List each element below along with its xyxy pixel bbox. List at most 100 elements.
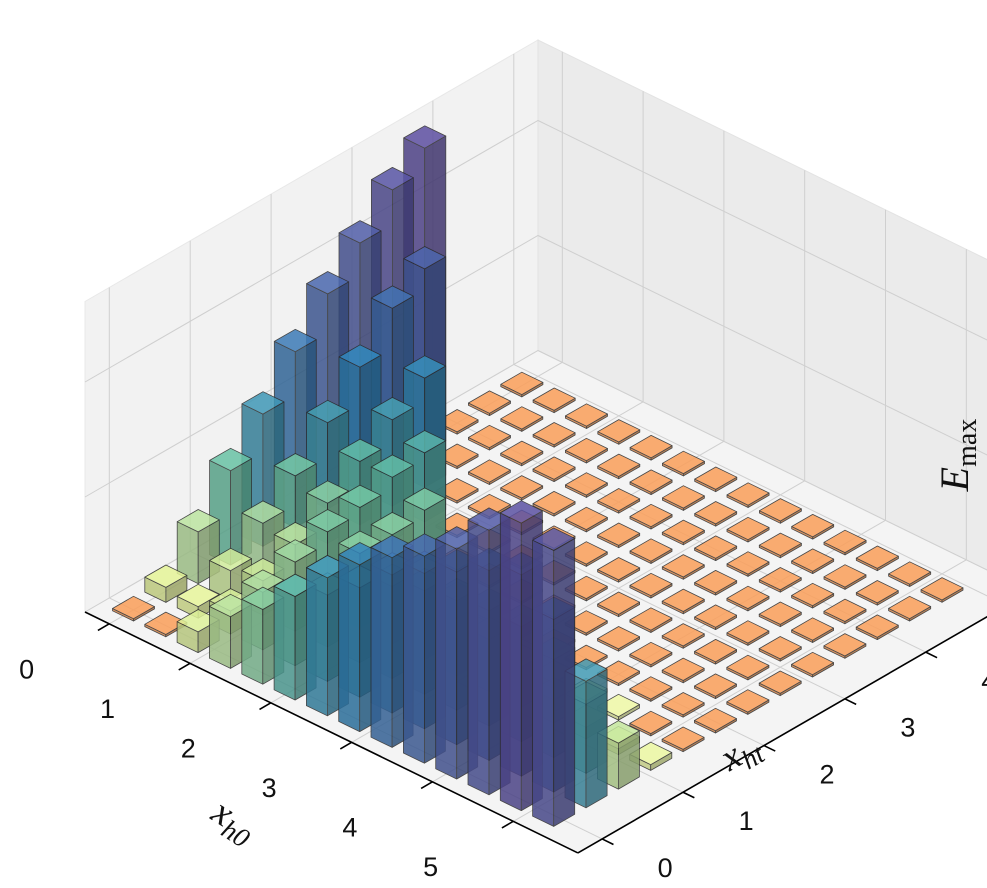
- bar-top-face: [499, 500, 543, 524]
- bar-front-face: [338, 554, 361, 732]
- bar-top-face: [467, 424, 511, 449]
- bar-top-face: [597, 693, 640, 718]
- y-tick-label: 1: [739, 806, 754, 836]
- x-tick-label: 1: [100, 694, 115, 724]
- bar-top-face: [597, 660, 640, 684]
- bar: [855, 545, 899, 572]
- bar: [888, 561, 932, 587]
- bar-top-face: [855, 614, 899, 638]
- bar-top-face: [370, 166, 414, 191]
- bar-front-face: [241, 598, 264, 685]
- bar-top-face: [694, 604, 737, 628]
- bar: [694, 466, 738, 493]
- bar: [500, 371, 544, 398]
- bar: [888, 595, 932, 622]
- bar-top-face: [273, 453, 317, 477]
- bar: [629, 641, 673, 668]
- bar: [823, 633, 867, 659]
- bar: [532, 490, 576, 517]
- x-tick: [339, 741, 353, 750]
- bar: [532, 456, 576, 483]
- bar-top-face: [500, 406, 544, 430]
- x-tick: [259, 702, 272, 711]
- bar: [597, 453, 641, 480]
- bar: [629, 469, 673, 496]
- bar-top-face: [435, 478, 479, 502]
- bar-top-face: [694, 639, 737, 663]
- bar: [564, 575, 608, 602]
- bar: [726, 482, 770, 508]
- bar: [823, 529, 867, 556]
- z-grid-line: [84, 119, 987, 383]
- bar-top-face: [629, 538, 673, 562]
- bar-top-face: [241, 500, 285, 524]
- bar-top-face: [370, 454, 414, 478]
- bar-top-face: [564, 575, 608, 599]
- bar-top-face: [112, 595, 155, 620]
- bar: [435, 443, 479, 470]
- bar: [629, 676, 673, 702]
- bar-top-face: [758, 532, 802, 556]
- bar: [597, 522, 641, 549]
- x-axis-label: xh0: [201, 790, 264, 854]
- bar-top-face: [888, 561, 932, 585]
- y-tick: [925, 651, 938, 659]
- bar: [467, 390, 511, 417]
- y-tick: [763, 744, 776, 752]
- bar: [694, 604, 737, 630]
- bar-top-face: [791, 582, 835, 607]
- z-grid-line: [84, 234, 987, 498]
- bar-top-face: [629, 572, 673, 597]
- bar-top-face: [661, 554, 705, 578]
- bar-top-face: [629, 710, 673, 734]
- bar-top-face: [403, 125, 447, 149]
- bar: [144, 564, 188, 603]
- bar: [759, 498, 802, 524]
- bar: [629, 503, 673, 530]
- bar: [435, 478, 479, 504]
- bar: [597, 419, 641, 445]
- bar-top-face: [273, 328, 317, 353]
- bar-top-face: [759, 498, 802, 522]
- bar-front-face: [435, 538, 458, 780]
- bar-top-face: [661, 623, 705, 647]
- bar: [920, 577, 964, 603]
- bar-top-face: [532, 527, 576, 551]
- bar: [112, 595, 155, 622]
- bar: [467, 424, 511, 451]
- bar: [791, 582, 835, 609]
- bar-top-face: [726, 585, 770, 609]
- bar: [500, 475, 544, 501]
- bar-top-face: [597, 488, 641, 512]
- bar-front-face: [467, 519, 490, 796]
- bar: [758, 670, 802, 697]
- bar-top-face: [823, 564, 867, 588]
- bars: [112, 125, 964, 827]
- bar-top-face: [726, 516, 770, 541]
- bar-top-face: [403, 246, 447, 270]
- bar-top-face: [565, 403, 608, 427]
- bar: [855, 580, 899, 606]
- bar-top-face: [176, 583, 220, 608]
- x-tick-label: 0: [19, 655, 34, 685]
- x-tick-label: 3: [262, 773, 277, 803]
- bar-top-face: [370, 285, 414, 309]
- x-tick-label: 4: [342, 813, 357, 843]
- bar-top-face: [662, 450, 705, 475]
- bar: [629, 538, 673, 564]
- bar: [597, 557, 641, 583]
- bar: [565, 437, 608, 464]
- bar-top-face: [694, 673, 737, 697]
- bar: [597, 488, 641, 514]
- bar-top-face: [564, 541, 608, 565]
- bar-front-face: [370, 547, 393, 748]
- bar-top-face: [306, 480, 350, 504]
- bar: [758, 567, 802, 593]
- bar-top-face: [855, 545, 899, 569]
- bar-top-face: [500, 475, 544, 499]
- bar-top-face: [176, 509, 220, 533]
- bar: [661, 657, 705, 684]
- bar-top-face: [565, 437, 608, 462]
- bar: [694, 639, 737, 665]
- bar: [758, 636, 802, 662]
